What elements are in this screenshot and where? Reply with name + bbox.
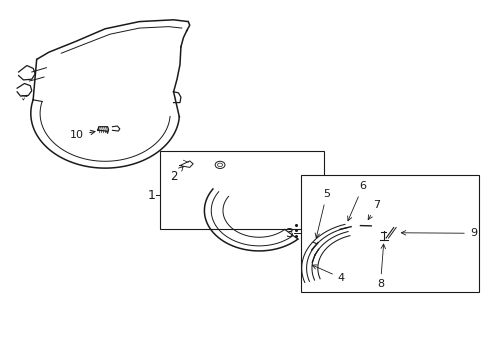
Text: 9: 9 — [401, 228, 476, 238]
Text: 5: 5 — [314, 189, 329, 238]
Text: 1: 1 — [147, 189, 155, 202]
Text: 4: 4 — [312, 265, 344, 283]
Bar — [300, 175, 478, 292]
Text: 7: 7 — [367, 200, 379, 220]
Bar — [160, 151, 324, 229]
Text: 2: 2 — [169, 166, 183, 183]
Text: 10: 10 — [70, 130, 95, 140]
Text: 6: 6 — [347, 181, 366, 221]
Text: 3: 3 — [285, 227, 293, 240]
Text: 8: 8 — [376, 244, 385, 289]
